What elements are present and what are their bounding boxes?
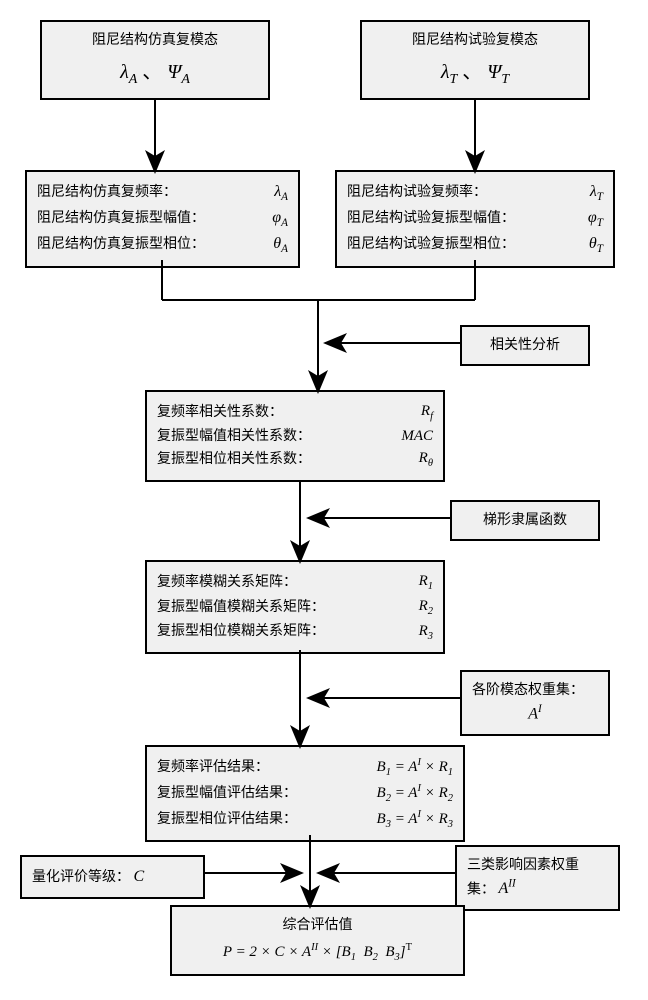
box-params-sim: 阻尼结构仿真复频率：λA阻尼结构仿真复振型幅值：φA阻尼结构仿真复振型相位：θA (25, 170, 300, 268)
box-quant-label: 量化评价等级： C (20, 855, 205, 899)
top-right-symbols: λT 、 ΨT (372, 57, 578, 90)
factor-weight-line1: 三类影响因素权重 (467, 855, 608, 876)
quant-label-sym: C (134, 868, 145, 885)
param-row: 阻尼结构试验复频率：λT (347, 180, 603, 206)
top-left-title: 阻尼结构仿真复模态 (52, 30, 258, 51)
box-final-result: 综合评估值 P = 2 × C × AII × [B1 B2 B3]T (170, 905, 465, 976)
box-modal-weight-label: 各阶模态权重集： AI (460, 670, 610, 736)
box-params-test: 阻尼结构试验复频率：λT阻尼结构试验复振型幅值：φT阻尼结构试验复振型相位：θT (335, 170, 615, 268)
correlation-label-text: 相关性分析 (490, 338, 560, 353)
param-row: 阻尼结构仿真复振型幅值：φA (37, 206, 288, 232)
param-row: 复振型幅值模糊关系矩阵：R2 (157, 595, 433, 620)
param-row: 复频率相关性系数：Rf (157, 400, 433, 425)
final-title: 综合评估值 (182, 915, 453, 936)
param-row: 复振型相位模糊关系矩阵：R3 (157, 620, 433, 645)
param-row: 复振型相位评估结果：B3 = AI × R3 (157, 807, 453, 833)
param-row: 复频率评估结果：B1 = AI × R1 (157, 755, 453, 781)
trapezoid-label-text: 梯形隶属函数 (483, 513, 567, 528)
quant-label-text: 量化评价等级： (32, 870, 130, 885)
modal-weight-sym: AI (472, 701, 598, 726)
top-right-title: 阻尼结构试验复模态 (372, 30, 578, 51)
box-correlation-coeffs: 复频率相关性系数：Rf复振型幅值相关性系数：MAC复振型相位相关性系数：Rθ (145, 390, 445, 482)
box-eval-results: 复频率评估结果：B1 = AI × R1复振型幅值评估结果：B2 = AI × … (145, 745, 465, 842)
param-row: 复振型相位相关性系数：Rθ (157, 447, 433, 472)
box-correlation-label: 相关性分析 (460, 325, 590, 366)
factor-weight-line2-row: 集： AII (467, 876, 608, 901)
param-row: 阻尼结构仿真复频率：λA (37, 180, 288, 206)
param-row: 复频率模糊关系矩阵：R1 (157, 570, 433, 595)
top-left-symbols: λA 、 ΨA (52, 57, 258, 90)
modal-weight-line1: 各阶模态权重集： (472, 680, 598, 701)
final-equation: P = 2 × C × AII × [B1 B2 B3]T (182, 940, 453, 966)
box-top-left-sim-mode: 阻尼结构仿真复模态 λA 、 ΨA (40, 20, 270, 100)
param-row: 阻尼结构试验复振型相位：θT (347, 232, 603, 258)
param-row: 复振型幅值相关性系数：MAC (157, 425, 433, 448)
box-fuzzy-matrices: 复频率模糊关系矩阵：R1复振型幅值模糊关系矩阵：R2复振型相位模糊关系矩阵：R3 (145, 560, 445, 654)
box-trapezoid-label: 梯形隶属函数 (450, 500, 600, 541)
box-top-right-test-mode: 阻尼结构试验复模态 λT 、 ΨT (360, 20, 590, 100)
param-row: 复振型幅值评估结果：B2 = AI × R2 (157, 781, 453, 807)
param-row: 阻尼结构仿真复振型相位：θA (37, 232, 288, 258)
param-row: 阻尼结构试验复振型幅值：φT (347, 206, 603, 232)
box-factor-weight-label: 三类影响因素权重 集： AII (455, 845, 620, 911)
